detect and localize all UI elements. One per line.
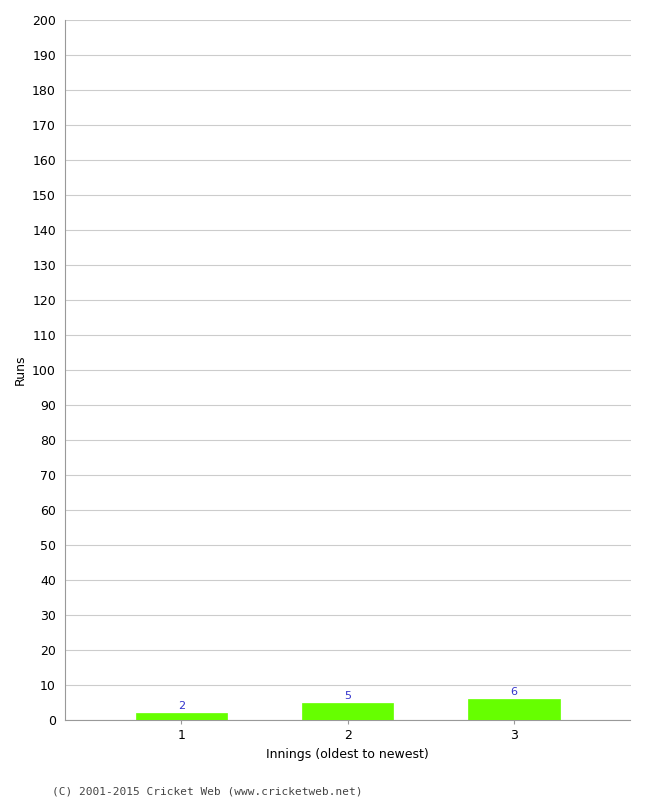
Text: 5: 5 xyxy=(344,690,351,701)
Text: 6: 6 xyxy=(510,687,517,698)
X-axis label: Innings (oldest to newest): Innings (oldest to newest) xyxy=(266,747,429,761)
Text: 2: 2 xyxy=(178,702,185,711)
Bar xyxy=(469,699,560,720)
Bar xyxy=(136,713,227,720)
Text: (C) 2001-2015 Cricket Web (www.cricketweb.net): (C) 2001-2015 Cricket Web (www.cricketwe… xyxy=(52,786,363,796)
Bar xyxy=(302,702,393,720)
Y-axis label: Runs: Runs xyxy=(14,354,27,386)
